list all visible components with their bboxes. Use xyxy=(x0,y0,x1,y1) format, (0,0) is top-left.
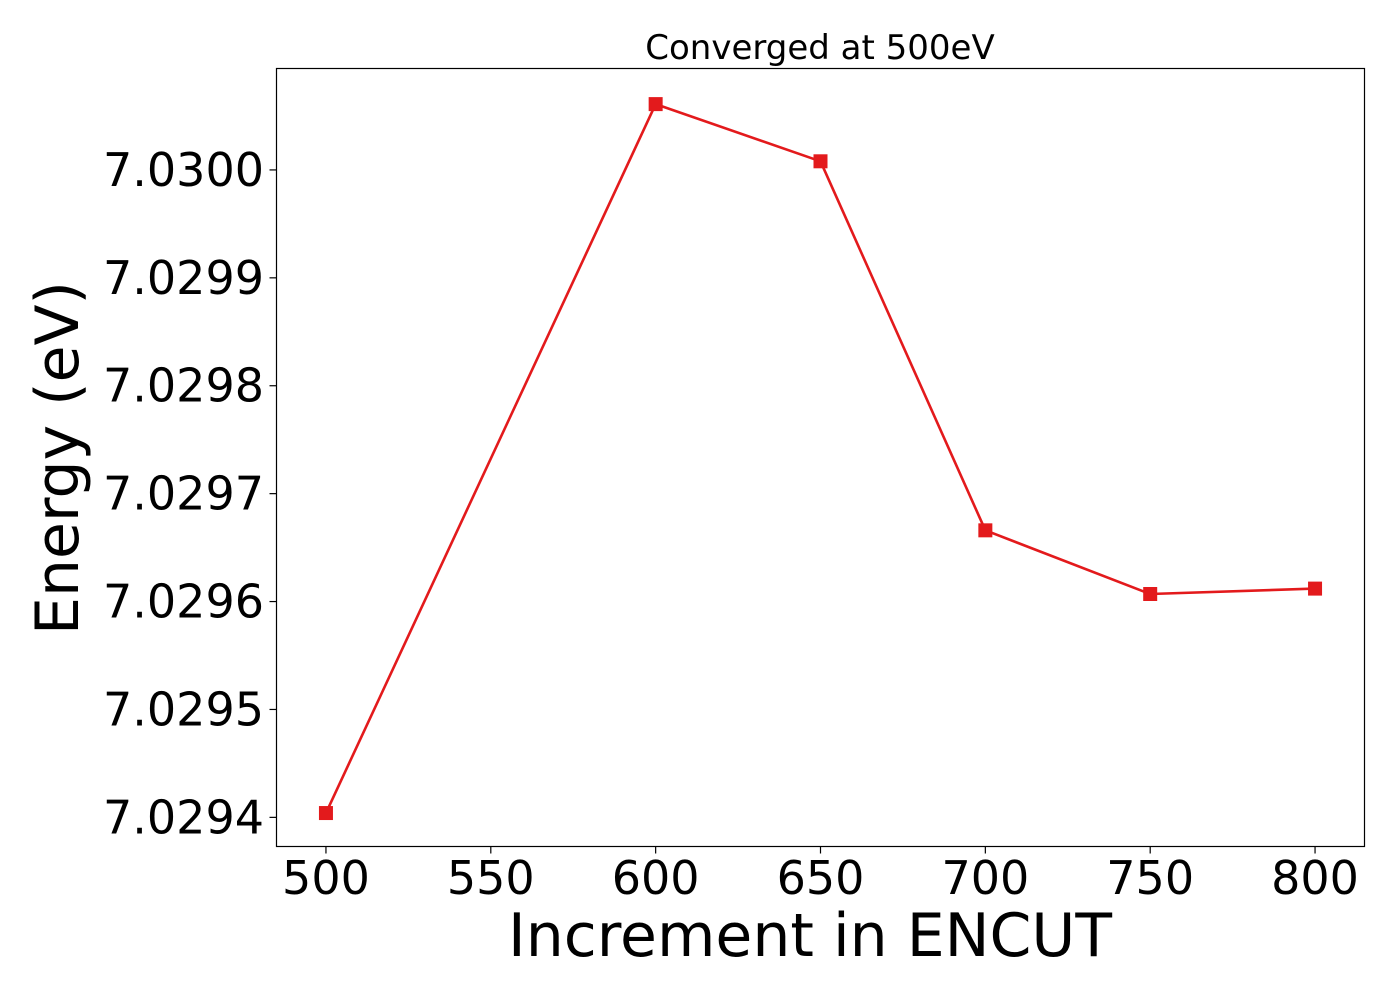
x-tick-label: 750 xyxy=(1106,851,1194,905)
data-point-marker xyxy=(1143,587,1158,602)
y-tick-label: 7.0298 xyxy=(103,359,264,413)
chart-title: Converged at 500eV xyxy=(645,28,994,68)
y-tick-label: 7.0295 xyxy=(103,682,264,736)
x-tick-label: 600 xyxy=(612,851,700,905)
series-line xyxy=(324,102,1316,814)
y-axis-ticks: 7.0294 7.0295 7.0296 7.0297 7.0298 7.0299 7.03… xyxy=(103,143,277,844)
data-point-marker xyxy=(1308,581,1323,596)
y-axis-label: Energy (eV) xyxy=(23,281,93,635)
x-tick-label: 550 xyxy=(447,851,535,905)
y-tick-label: 7.0296 xyxy=(103,575,264,629)
y-tick-label: 7.0294 xyxy=(103,790,264,844)
data-point-marker xyxy=(318,806,333,821)
y-tick-label: 7.0297 xyxy=(103,467,264,521)
data-point-marker xyxy=(813,154,828,169)
y-tick-label: 7.0300 xyxy=(103,143,264,197)
x-axis-label: Increment in ENCUT xyxy=(508,901,1112,971)
x-tick-label: 650 xyxy=(777,851,865,905)
x-tick-label: 800 xyxy=(1271,851,1359,905)
y-tick-label: 7.0299 xyxy=(103,251,264,305)
plot-frame xyxy=(275,67,1366,848)
data-point-marker xyxy=(648,97,663,112)
x-tick-label: 700 xyxy=(941,851,1029,905)
x-tick-label: 500 xyxy=(282,851,370,905)
data-point-marker xyxy=(978,523,993,538)
x-axis-ticks: 500 550 600 650 700 750 800 xyxy=(282,846,1359,905)
plot-series xyxy=(318,97,1323,821)
